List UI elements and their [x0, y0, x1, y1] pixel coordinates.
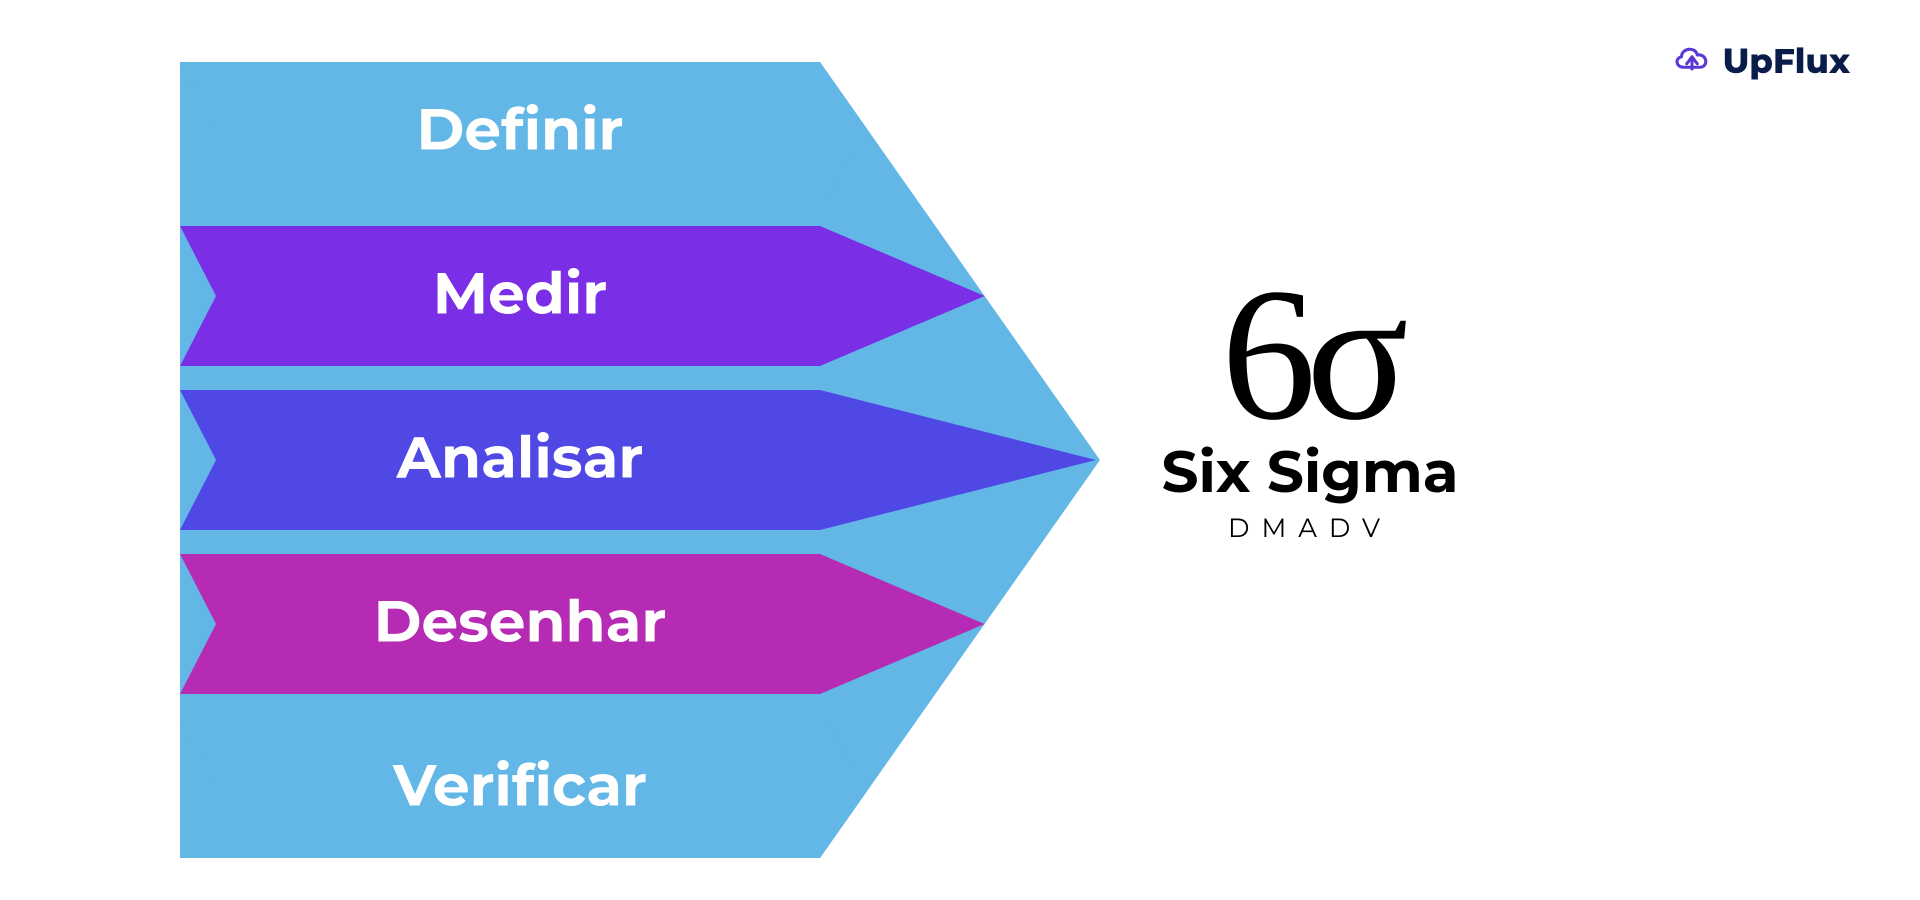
- dmadv-row-label-0: Definir: [416, 94, 623, 165]
- dmadv-row-label-3: Desenhar: [374, 586, 667, 657]
- dmadv-row-label-1: Medir: [433, 258, 608, 329]
- dmadv-row-label-4: Verificar: [392, 750, 647, 821]
- dmadv-row-label-2: Analisar: [396, 422, 644, 493]
- upflux-cloud-icon: [1671, 41, 1713, 81]
- six-sigma-block: 6σ Six Sigma DMADV: [1100, 260, 1520, 544]
- diagram-stage: UpFlux Definir Medir Analisar Desenhar Verif…: [0, 0, 1920, 900]
- six-sigma-symbol: 6σ: [1100, 260, 1520, 450]
- six-sigma-title: Six Sigma: [1100, 440, 1520, 504]
- six-sigma-subtitle: DMADV: [1100, 512, 1520, 544]
- brand-name: UpFlux: [1723, 40, 1850, 82]
- brand-logo: UpFlux: [1671, 40, 1850, 82]
- dmadv-arrows: Definir Medir Analisar Desenhar Verificar: [180, 50, 1180, 870]
